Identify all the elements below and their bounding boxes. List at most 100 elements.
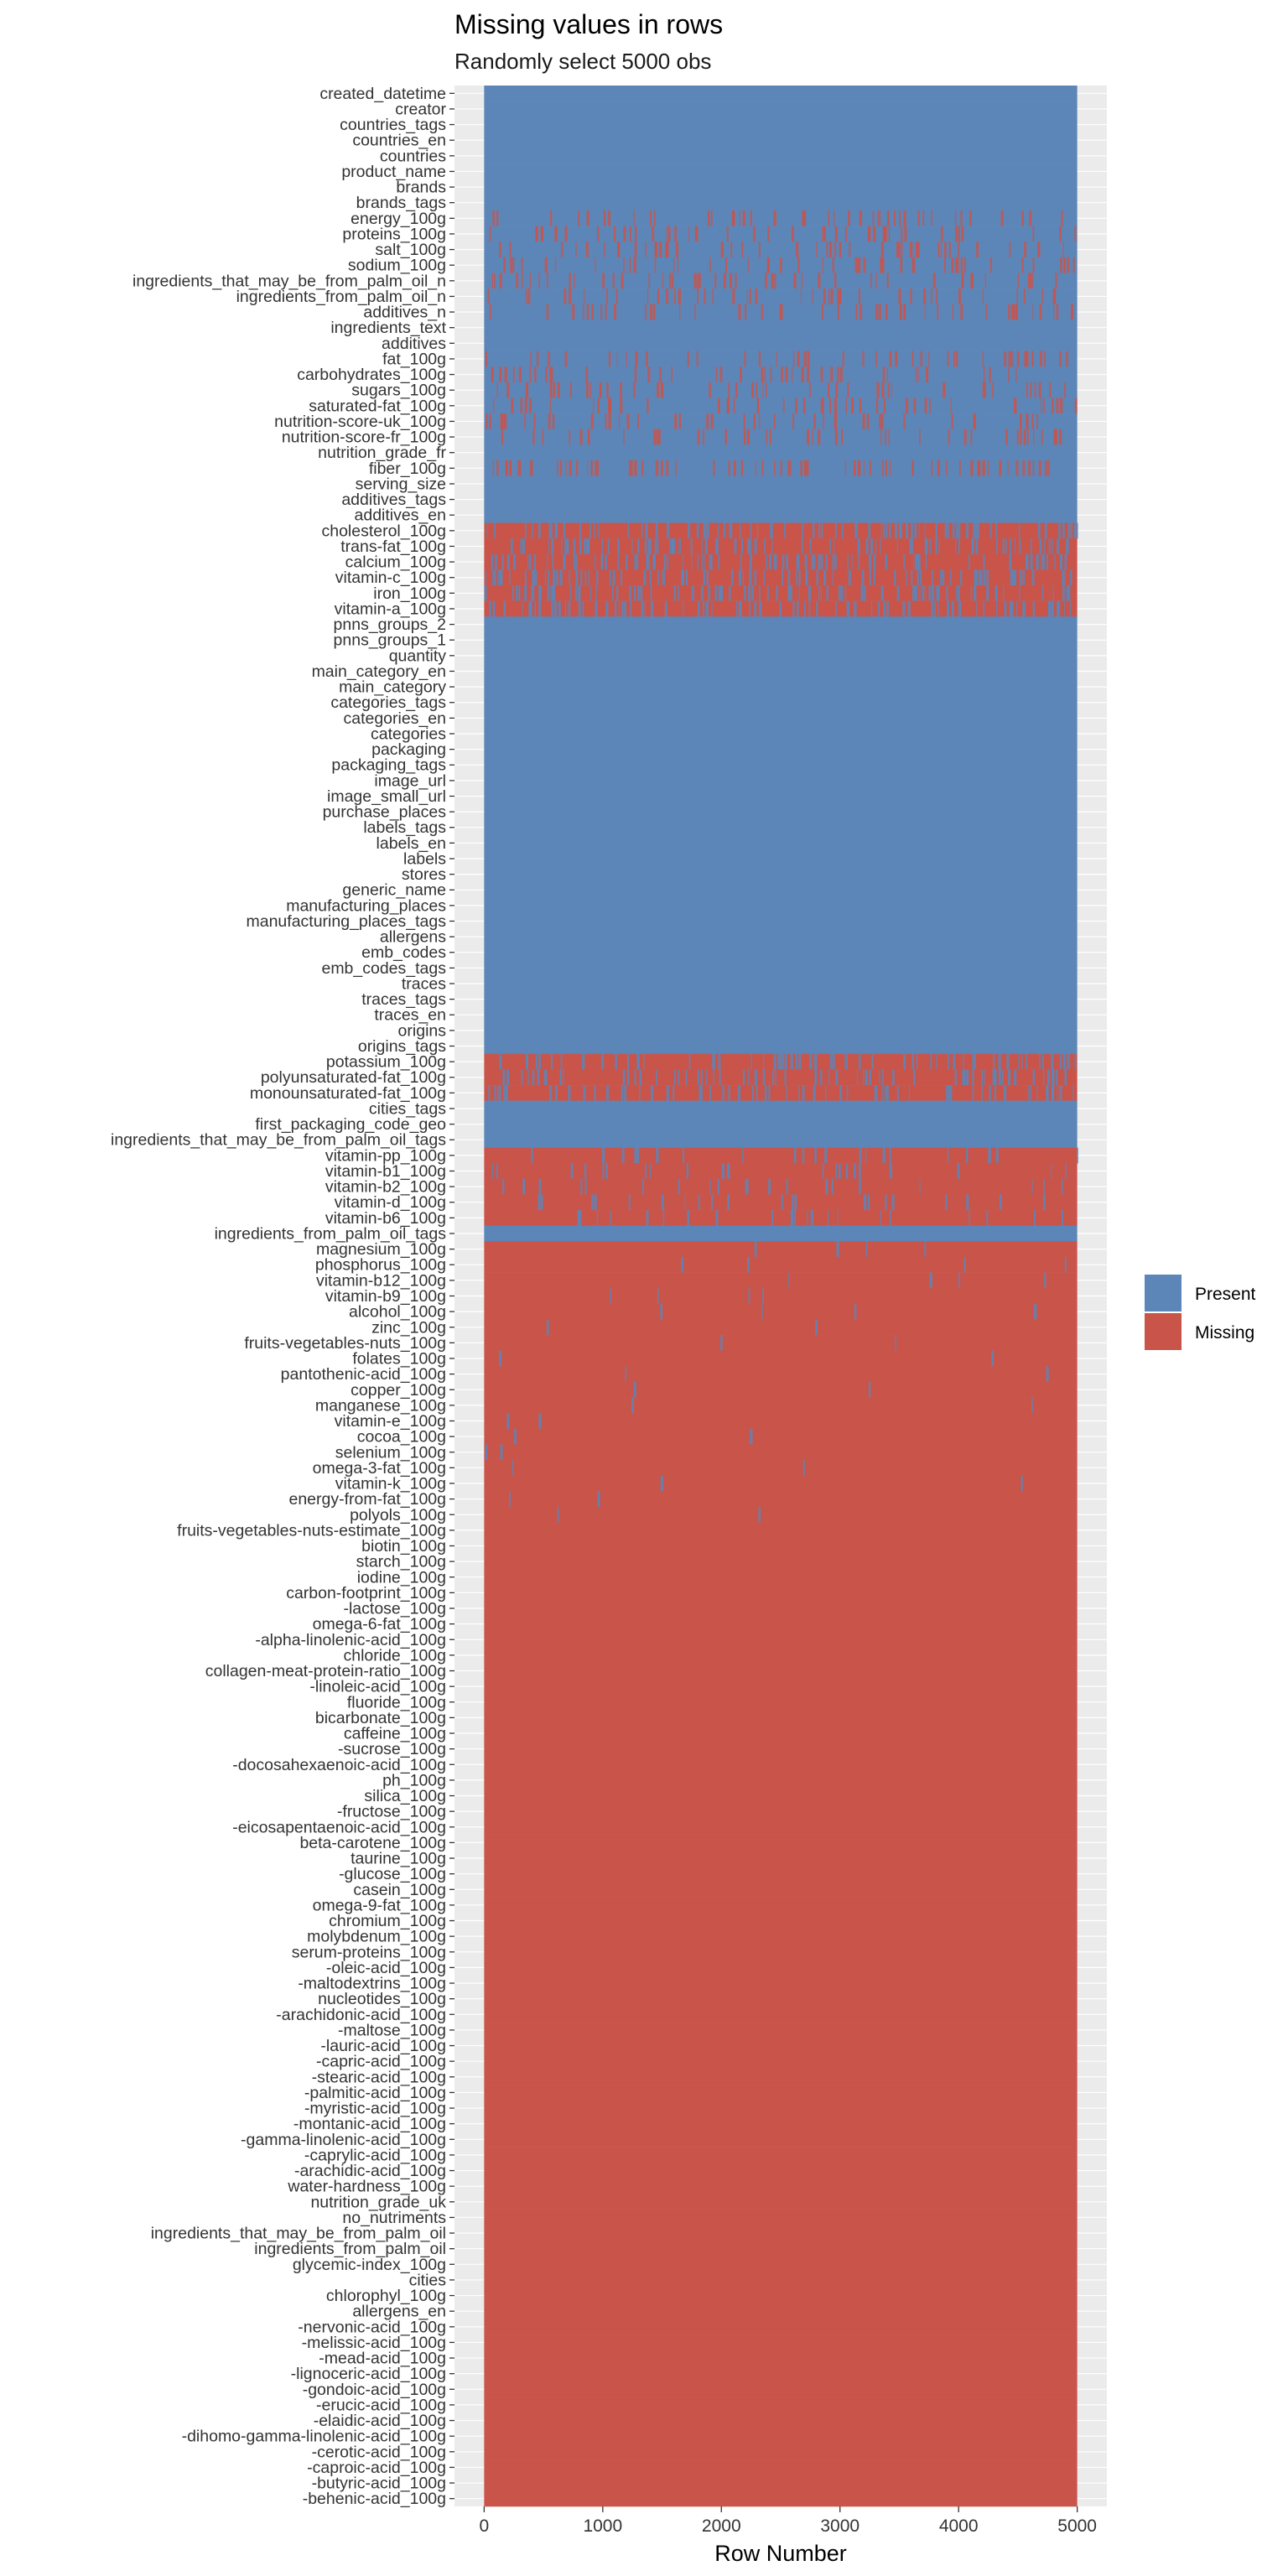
cell-stripe: [770, 366, 772, 383]
cell-stripe: [555, 522, 558, 539]
cell-stripe: [569, 460, 572, 476]
cell-stripe: [501, 553, 504, 570]
cell-stripe: [911, 538, 914, 555]
cell-stripe: [569, 428, 571, 445]
row-17: [484, 335, 1078, 351]
cell-stripe: [822, 226, 823, 242]
cell-stripe: [558, 600, 561, 617]
cell-stripe: [963, 1069, 966, 1086]
cell-stripe: [873, 226, 876, 242]
cell-stripe: [988, 460, 989, 476]
cell-stripe: [1022, 600, 1025, 617]
cell-stripe: [917, 553, 920, 570]
cell-stripe: [657, 1288, 659, 1305]
cell-stripe: [741, 242, 744, 258]
cell-stripe: [702, 553, 704, 570]
cell-stripe: [503, 1085, 506, 1101]
cell-stripe: [501, 413, 505, 430]
cell-stripe: [569, 585, 572, 601]
cell-stripe: [837, 304, 839, 320]
cell-stripe: [824, 1085, 827, 1101]
cell-stripe: [1052, 1069, 1055, 1086]
cell-stripe: [652, 304, 656, 320]
cell-stripe: [974, 585, 977, 601]
cell-stripe: [923, 288, 927, 305]
row-88: [484, 1444, 1078, 1461]
cell-stripe: [993, 1053, 995, 1070]
cell-stripe: [802, 210, 805, 226]
row-19: [484, 366, 1078, 383]
cell-stripe: [636, 1147, 640, 1164]
cell-stripe: [573, 553, 576, 570]
cell-stripe: [1019, 585, 1021, 601]
cell-stripe: [984, 1069, 986, 1086]
cell-stripe: [491, 366, 493, 383]
cell-stripe: [898, 288, 901, 305]
cell-stripe: [813, 1053, 814, 1070]
row-101: [484, 1647, 1078, 1664]
cell-stripe: [691, 553, 693, 570]
cell-stripe: [1067, 1053, 1071, 1070]
cell-stripe: [665, 600, 667, 617]
row-64: [484, 1069, 1078, 1086]
row-152: [484, 2444, 1078, 2460]
cell-stripe: [842, 351, 844, 367]
y-label: allergens: [380, 928, 446, 947]
cell-stripe: [807, 428, 810, 445]
cell-stripe: [814, 1147, 817, 1164]
cell-stripe: [865, 538, 869, 555]
cell-stripe: [796, 569, 797, 586]
cell-stripe: [502, 1069, 506, 1086]
cell-stripe: [649, 538, 652, 555]
cell-stripe: [913, 397, 917, 414]
cell-stripe: [740, 366, 742, 383]
cell-stripe: [839, 1163, 841, 1180]
cell-stripe: [792, 413, 794, 430]
cell-stripe: [912, 553, 914, 570]
cell-stripe: [715, 366, 718, 383]
cell-stripe: [524, 397, 527, 414]
cell-stripe: [886, 600, 889, 617]
y-label: starch_100g: [356, 1553, 446, 1571]
cell-stripe: [641, 460, 644, 476]
cell-stripe: [895, 351, 898, 367]
cell-stripe: [822, 397, 824, 414]
cell-stripe: [597, 1491, 600, 1508]
cell-stripe: [797, 351, 800, 367]
cell-stripe: [639, 1085, 641, 1101]
cell-stripe: [909, 538, 912, 555]
cell-stripe: [868, 522, 871, 539]
cell-stripe: [526, 1053, 528, 1070]
cell-stripe: [839, 366, 843, 383]
cell-stripe: [673, 1085, 675, 1101]
row-77: [484, 1272, 1078, 1289]
cell-stripe: [914, 585, 917, 601]
cell-stripe: [1009, 600, 1012, 617]
cell-stripe: [1029, 1085, 1031, 1101]
cell-stripe: [747, 538, 750, 555]
cell-stripe: [815, 1319, 818, 1336]
cell-stripe: [1007, 460, 1009, 476]
cell-stripe: [629, 585, 631, 601]
cell-stripe: [1039, 304, 1042, 320]
cell-stripe: [823, 569, 827, 586]
cell-stripe: [970, 460, 974, 476]
y-label: zinc_100g: [371, 1318, 446, 1337]
cell-stripe: [621, 600, 624, 617]
cell-stripe: [501, 428, 504, 445]
cell-stripe: [673, 257, 675, 273]
cell-stripe: [517, 460, 519, 476]
cell-stripe: [954, 1069, 958, 1086]
cell-stripe: [801, 538, 803, 555]
cell-stripe: [1027, 273, 1031, 289]
row-2: [484, 101, 1078, 117]
cell-stripe: [867, 1194, 870, 1211]
cell-stripe: [1059, 351, 1062, 367]
cell-stripe: [529, 273, 532, 289]
cell-stripe: [960, 257, 963, 273]
cell-stripe: [780, 460, 782, 476]
cell-stripe: [685, 1069, 688, 1086]
row-122: [484, 1975, 1078, 1992]
cell-stripe: [520, 397, 523, 414]
y-label: additives_n: [363, 304, 446, 322]
